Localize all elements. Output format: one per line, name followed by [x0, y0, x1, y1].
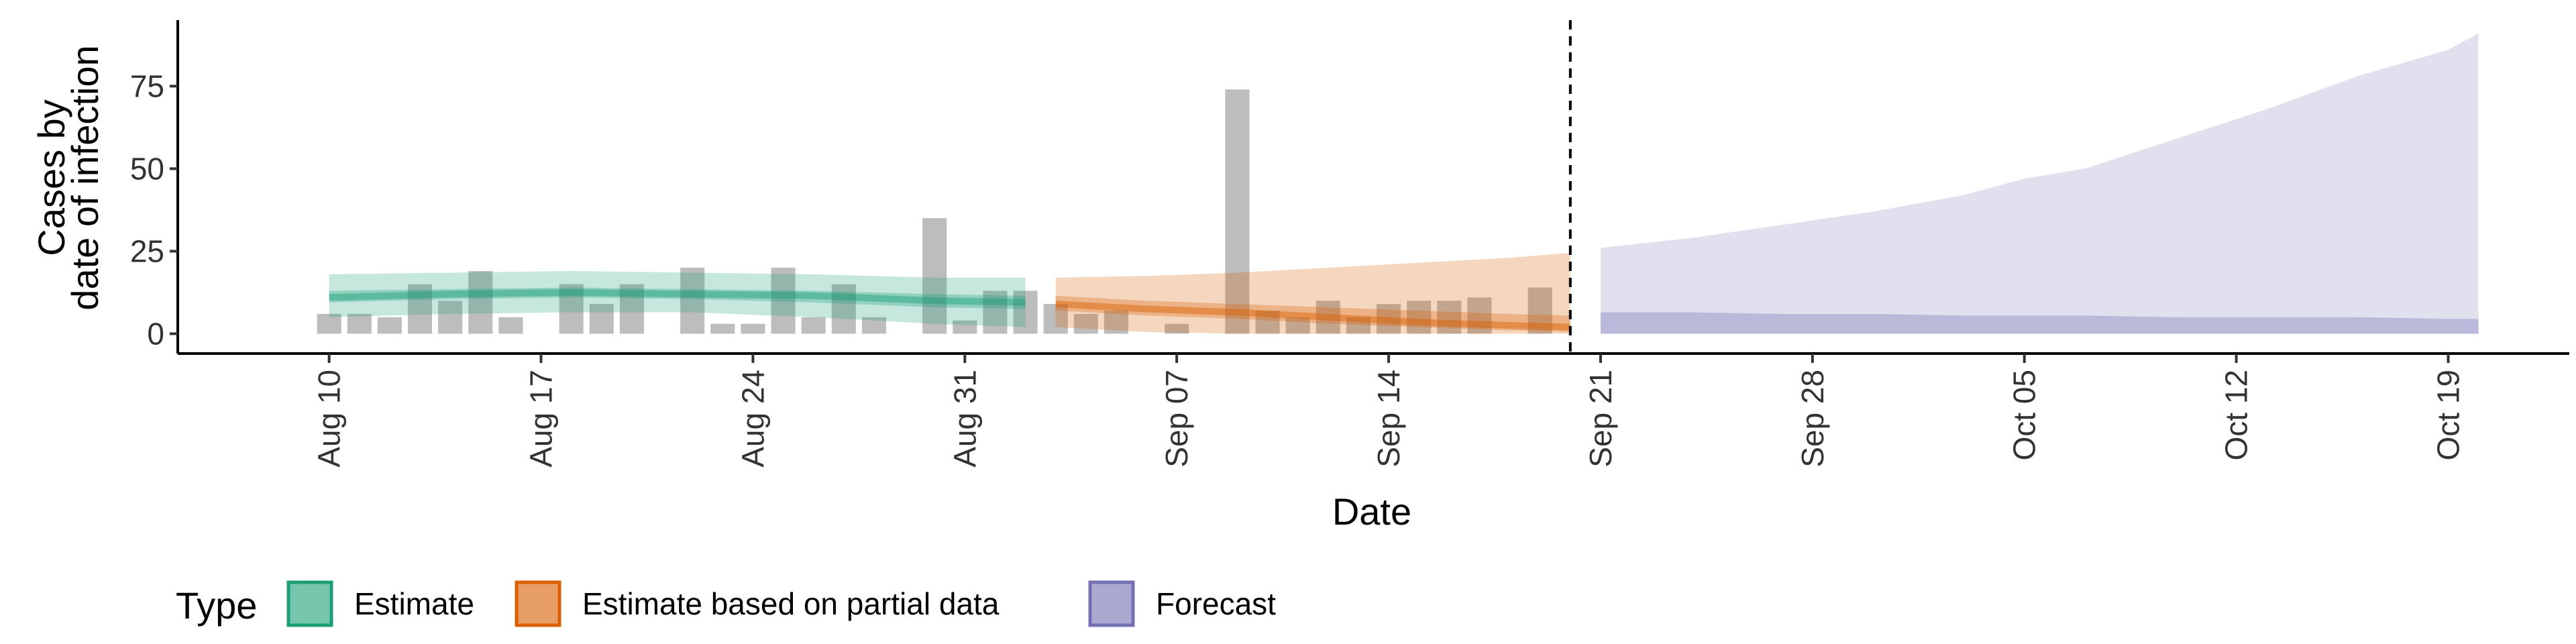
legend-key-0 — [286, 580, 333, 627]
case-bar — [1043, 304, 1068, 334]
case-bar — [680, 268, 705, 334]
case-bar — [771, 268, 796, 334]
case-bar — [831, 284, 856, 334]
legend: Type Estimate Estimate based on partial d… — [176, 580, 1276, 627]
x-axis-title: Date — [1332, 490, 1411, 533]
x-tick-label: Sep 07 — [1159, 370, 1194, 468]
case-bar — [498, 317, 523, 334]
case-bar — [589, 304, 614, 334]
x-tick-label: Oct 05 — [2007, 370, 2042, 461]
y-tick-label: 25 — [130, 233, 164, 268]
x-tick-label: Aug 31 — [947, 370, 982, 468]
series-0-inner-band — [329, 287, 1026, 309]
case-bar — [1013, 290, 1038, 334]
ribbons — [329, 33, 2479, 334]
y-tick-label: 50 — [130, 151, 164, 186]
case-bar — [1377, 304, 1401, 334]
case-bar — [1073, 313, 1098, 334]
case-bar — [619, 284, 644, 334]
case-bar — [377, 317, 402, 334]
case-bar — [559, 284, 584, 334]
series-1-outer-band — [1055, 252, 1570, 334]
series-2-outer-band — [1600, 33, 2479, 334]
legend-label-0: Estimate — [354, 586, 474, 621]
case-bar — [741, 323, 765, 334]
x-tick-label: Oct 12 — [2219, 370, 2254, 461]
case-bar — [317, 313, 341, 334]
case-bar — [1285, 317, 1310, 334]
case-bar — [922, 218, 947, 334]
series-1-inner-band — [1055, 295, 1570, 333]
legend-key-2 — [1088, 580, 1135, 627]
legend-key-1 — [515, 580, 561, 627]
case-bar — [1104, 311, 1128, 334]
case-bar — [1467, 297, 1492, 334]
case-bar — [801, 317, 826, 334]
legend-label-1: Estimate based on partial data — [582, 586, 1000, 621]
axes: 0 25 50 75 Aug 10 Aug 17 Aug 24 Aug 31 Sep 07 Sep… — [130, 20, 2569, 468]
y-axis-title-line2: date of infection — [64, 45, 106, 310]
y-tick-label: 0 — [147, 316, 164, 351]
case-bar — [407, 284, 433, 334]
case-bar — [861, 317, 886, 334]
x-tick-label: Aug 24 — [735, 370, 770, 468]
case-bar — [1437, 301, 1462, 334]
case-bar — [1407, 301, 1432, 334]
case-bar — [1225, 89, 1250, 334]
case-bar — [1316, 301, 1340, 334]
case-bar — [953, 320, 977, 334]
case-bar — [438, 301, 463, 334]
observed-cases-bars — [317, 89, 1552, 334]
y-axis-title-line1: Cases by — [30, 99, 72, 256]
legend-title: Type — [176, 584, 257, 627]
case-bar — [1527, 287, 1552, 334]
series-2-inner-band — [1600, 312, 2479, 334]
series-0-outer-band — [329, 270, 1026, 327]
y-tick-label: 75 — [130, 68, 164, 103]
case-bar — [983, 290, 1008, 334]
series-1-median-line — [1055, 301, 1570, 331]
case-bar — [710, 323, 735, 334]
series-0-median-line — [329, 288, 1026, 306]
x-tick-label: Aug 10 — [312, 370, 347, 468]
case-bar — [1165, 323, 1189, 334]
legend-label-2: Forecast — [1156, 586, 1276, 621]
x-tick-label: Sep 14 — [1371, 370, 1406, 468]
case-bar — [1255, 311, 1280, 334]
x-tick-label: Sep 21 — [1583, 370, 1618, 468]
case-bar — [1346, 317, 1371, 334]
x-tick-label: Aug 17 — [524, 370, 559, 468]
x-tick-label: Oct 19 — [2430, 370, 2465, 461]
case-bar — [347, 313, 372, 334]
x-tick-label: Sep 28 — [1795, 370, 1830, 468]
case-bar — [468, 270, 493, 334]
